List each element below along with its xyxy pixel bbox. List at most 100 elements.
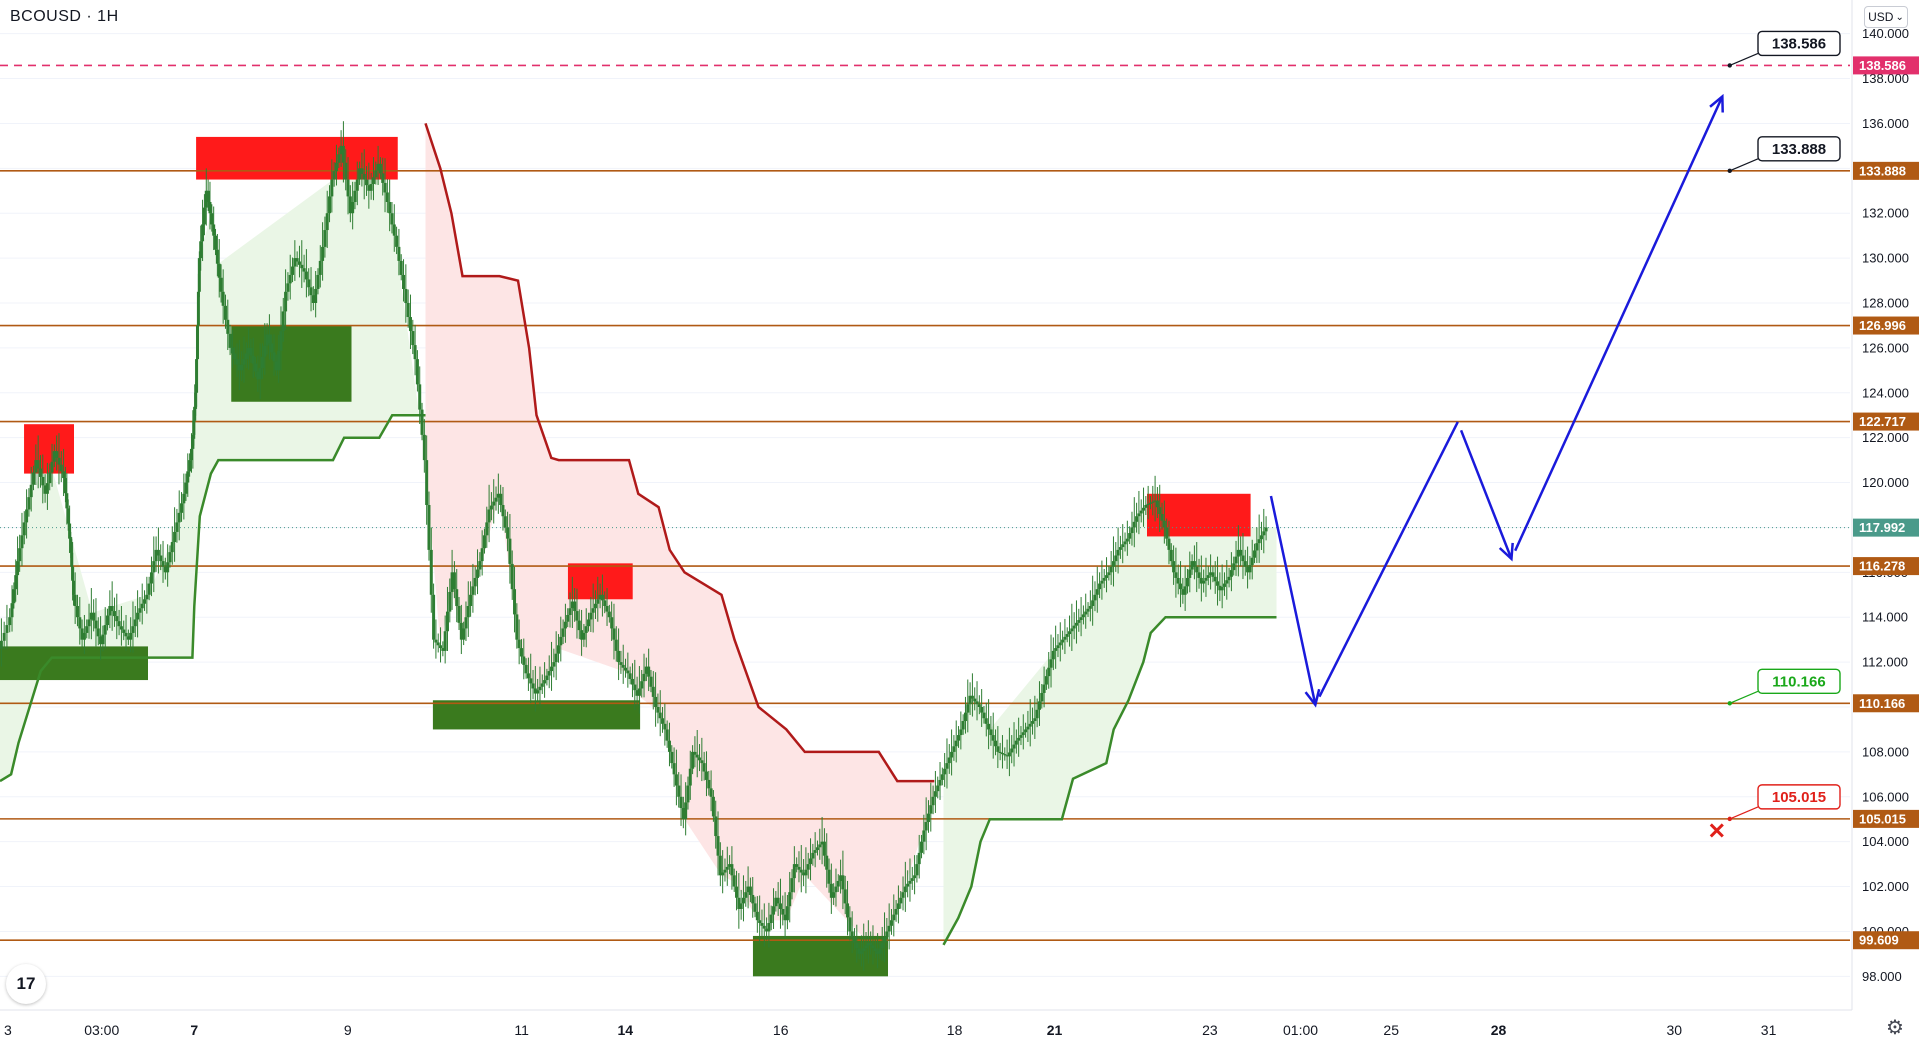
- candle-body: [145, 594, 149, 600]
- x-tick-label: 28: [1491, 1022, 1507, 1038]
- candle-body: [131, 626, 135, 633]
- candle-body: [977, 704, 981, 707]
- candle-body: [1081, 614, 1085, 618]
- candle-body: [899, 897, 903, 904]
- currency-dropdown[interactable]: USD ⌄: [1864, 6, 1908, 28]
- candle-body: [1093, 594, 1097, 601]
- callouts: 138.586 133.888 110.166 105.015: [1709, 30, 1841, 838]
- candle-body: [154, 549, 158, 562]
- candle-body: [212, 224, 216, 236]
- candle-body: [293, 258, 297, 267]
- gear-icon[interactable]: ⚙: [1880, 1012, 1910, 1042]
- demand-zone: [231, 325, 352, 402]
- callout-box: [1757, 784, 1841, 810]
- candle-body: [499, 493, 503, 505]
- symbol-title[interactable]: BCOUSD · 1H: [10, 8, 119, 25]
- candle-body: [143, 599, 147, 604]
- candle-body: [20, 535, 24, 549]
- candle-body: [1172, 561, 1176, 573]
- candle-body: [152, 561, 156, 573]
- candle-body: [1234, 556, 1238, 564]
- time-axis[interactable]: 3 03:00 7 9 11 14 16 18 21 23 01:00 25 28 30 31: [0, 1009, 1852, 1038]
- candle-body: [404, 288, 408, 303]
- candle-body: [626, 670, 630, 674]
- candle-body: [864, 945, 868, 949]
- candle-body: [406, 303, 410, 318]
- candle-body: [508, 538, 512, 564]
- candle-body: [316, 274, 320, 289]
- candle-body: [277, 350, 281, 371]
- candle-body: [323, 230, 327, 247]
- candle-body: [124, 632, 128, 637]
- level-tag-label: 110.166: [1859, 696, 1905, 711]
- candle-body: [339, 145, 343, 155]
- candle-body: [441, 648, 445, 651]
- candle-body: [1257, 539, 1261, 544]
- candle-body: [538, 686, 542, 691]
- callout-pointer: [1729, 806, 1759, 820]
- candle-body: [510, 563, 514, 590]
- candle-body: [1144, 505, 1148, 508]
- projection-segment: [1514, 95, 1724, 552]
- candle-body: [1190, 561, 1194, 570]
- tradingview-logo-icon[interactable]: 17: [6, 964, 46, 1004]
- candle-body: [263, 345, 267, 357]
- candle-body: [434, 639, 438, 643]
- candle-body: [221, 291, 225, 306]
- candle-body: [195, 325, 199, 360]
- candle-body: [418, 384, 422, 410]
- candle-body: [1139, 510, 1143, 514]
- candle-body: [422, 434, 426, 461]
- candle-body: [730, 864, 734, 876]
- candle-body: [656, 707, 660, 713]
- price-axis[interactable]: 98.000100.000102.000104.000106.000108.00…: [1851, 0, 1919, 1010]
- candle-body: [466, 606, 470, 618]
- supply-zone: [24, 424, 74, 474]
- projection-segment: [1318, 421, 1459, 698]
- candle-body: [1109, 566, 1113, 573]
- candle-body: [445, 611, 449, 632]
- candle-body: [1248, 565, 1252, 573]
- candle-body: [677, 785, 681, 797]
- candle-body: [959, 729, 963, 736]
- candle-body: [182, 493, 186, 504]
- candle-body: [1121, 544, 1125, 548]
- candle-body: [45, 483, 49, 494]
- x-tick-label: 16: [773, 1022, 789, 1038]
- candle-body: [457, 606, 461, 623]
- candle-body: [1042, 684, 1046, 693]
- candle-body: [1142, 507, 1146, 511]
- candle-body: [774, 897, 778, 907]
- candle-body: [66, 508, 70, 524]
- candle-body: [996, 746, 1000, 752]
- candle-body: [249, 347, 253, 356]
- candle-body: [402, 274, 406, 289]
- candle-body: [799, 869, 803, 873]
- candle-body: [915, 864, 919, 876]
- callout-pointer: [1729, 52, 1759, 66]
- candle-body: [48, 472, 52, 484]
- candle-body: [41, 476, 45, 486]
- candle-body: [755, 911, 759, 921]
- candle-body: [684, 802, 688, 820]
- candle-body: [762, 925, 766, 929]
- candle-body: [515, 614, 519, 640]
- candle-body: [237, 364, 241, 371]
- logo-glyph: 17: [16, 974, 36, 993]
- candle-body: [961, 721, 965, 730]
- candle-body: [832, 892, 836, 898]
- candle-body: [94, 620, 98, 629]
- candle-body: [1169, 549, 1173, 562]
- current-price-tag: [1853, 518, 1919, 537]
- candle-body: [603, 600, 607, 606]
- candle-body: [34, 460, 38, 473]
- candle-body: [321, 246, 325, 261]
- candle-body: [661, 718, 665, 724]
- candle-body: [75, 606, 79, 618]
- candle-body: [448, 591, 452, 612]
- candle-body: [71, 566, 75, 581]
- candle-body: [215, 249, 219, 264]
- candle-body: [267, 334, 271, 344]
